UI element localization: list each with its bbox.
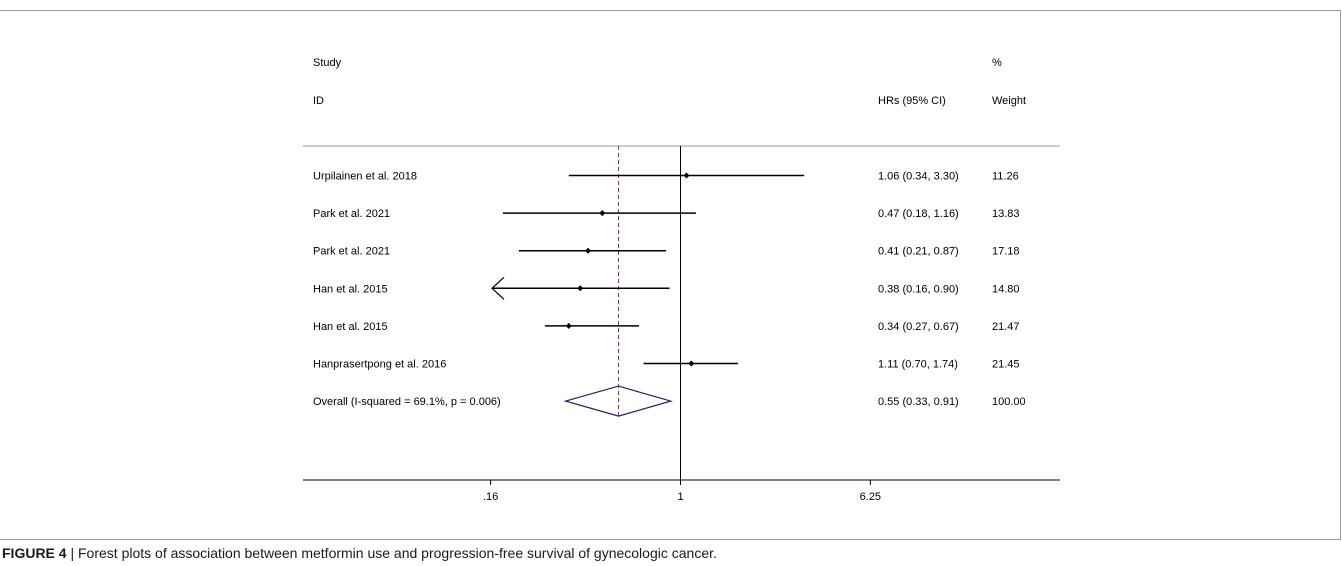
header-effect: HRs (95% CI) [878, 95, 946, 107]
effect-label: 1.06 (0.34, 3.30) [878, 171, 959, 183]
weight-label: 14.80 [992, 283, 1020, 295]
weight-label: 17.18 [992, 246, 1020, 258]
effect-label: 1.11 (0.70, 1.74) [878, 359, 958, 371]
point-estimate [683, 172, 690, 179]
effect-label: 0.47 (0.18, 1.16) [878, 208, 959, 220]
weight-label: 21.45 [992, 359, 1020, 371]
point-estimate [577, 285, 584, 292]
point-estimate [565, 322, 572, 329]
effect-label: 0.41 (0.21, 0.87) [878, 246, 959, 258]
caption-separator: | [66, 545, 78, 561]
effect-label: 0.34 (0.27, 0.67) [878, 321, 959, 333]
overall-label: Overall (I-squared = 69.1%, p = 0.006) [313, 396, 501, 408]
weight-label: 21.47 [992, 321, 1020, 333]
caption-text: Forest plots of association between metf… [78, 545, 717, 561]
overall-effect-label: 0.55 (0.33, 0.91) [878, 396, 959, 408]
study-label: Park et al. 2021 [313, 208, 390, 220]
header-id: ID [313, 95, 324, 107]
study-label: Urpilainen et al. 2018 [313, 171, 417, 183]
point-estimate [599, 210, 606, 217]
forest-plot: Study ID HRs (95% CI) % Weight Urpilaine… [303, 57, 1060, 503]
header-percent: % [992, 57, 1002, 69]
study-label: Hanprasertpong et al. 2016 [313, 359, 446, 371]
figure-frame [0, 10, 1341, 540]
point-estimate [585, 247, 592, 254]
x-tick-label: 1 [677, 491, 683, 503]
study-label: Park et al. 2021 [313, 246, 390, 258]
study-label: Han et al. 2015 [313, 321, 388, 333]
weight-label: 13.83 [992, 208, 1020, 220]
figure-caption: FIGURE 4 | Forest plots of association b… [2, 545, 717, 561]
header-weight: Weight [992, 95, 1026, 107]
overall-diamond [563, 385, 673, 417]
x-tick-label: 6.25 [860, 491, 881, 503]
point-estimate [688, 360, 695, 367]
forest-marks: Urpilainen et al. 2018 1.06 (0.34, 3.30) 1… [313, 146, 1026, 503]
header-study: Study [313, 57, 342, 69]
x-tick-label: .16 [483, 491, 498, 503]
effect-label: 0.38 (0.16, 0.90) [878, 283, 959, 295]
caption-label: FIGURE 4 [2, 545, 67, 561]
weight-label: 11.26 [992, 171, 1019, 183]
overall-weight-label: 100.00 [992, 396, 1026, 408]
study-label: Han et al. 2015 [313, 283, 388, 295]
